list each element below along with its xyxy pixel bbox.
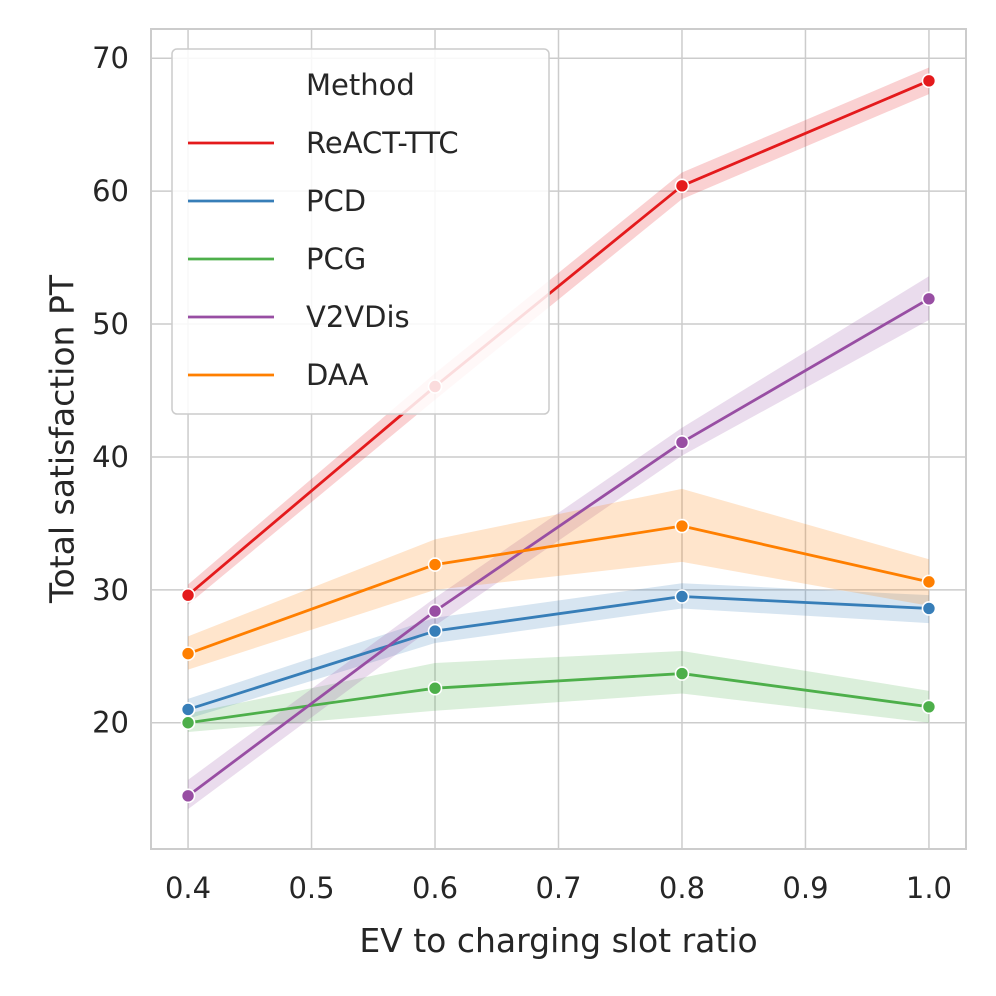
x-tick-label: 0.9 bbox=[782, 871, 828, 905]
legend-item: PCD bbox=[188, 184, 366, 218]
legend-item: V2VDis bbox=[188, 300, 410, 334]
confidence-band-1 bbox=[188, 583, 929, 719]
data-point bbox=[674, 178, 690, 194]
data-point bbox=[180, 587, 196, 603]
x-tick-label: 0.6 bbox=[412, 871, 458, 905]
y-tick-label: 60 bbox=[92, 174, 129, 208]
data-point bbox=[921, 291, 937, 307]
x-tick-labels: 0.4 0.5 0.6 0.7 0.8 0.9 1.0 bbox=[165, 871, 952, 905]
data-point bbox=[921, 574, 937, 590]
data-point bbox=[180, 702, 196, 717]
data-point bbox=[674, 589, 690, 604]
confidence-band-3 bbox=[188, 276, 929, 810]
y-tick-label: 20 bbox=[92, 706, 129, 740]
data-point bbox=[921, 73, 937, 89]
confidence-bands bbox=[188, 67, 929, 810]
y-tick-label: 50 bbox=[92, 307, 129, 341]
x-tick-label: 0.7 bbox=[535, 871, 581, 905]
series-line-0 bbox=[187, 79, 930, 597]
legend-label: PCD bbox=[306, 184, 366, 218]
plot-frame bbox=[150, 28, 967, 850]
series-line-2 bbox=[187, 672, 930, 725]
data-point bbox=[180, 715, 196, 731]
y-tick-label: 30 bbox=[92, 573, 129, 607]
series-line-4 bbox=[187, 524, 930, 655]
data-point bbox=[921, 699, 937, 715]
y-tick-label: 40 bbox=[92, 440, 129, 474]
data-point bbox=[674, 518, 690, 534]
legend-items: ReACT-TTC PCD PCG V2VDis DAA bbox=[188, 126, 459, 392]
series-line-1 bbox=[187, 595, 930, 711]
legend-label: ReACT-TTC bbox=[306, 126, 459, 160]
legend-box bbox=[171, 48, 550, 415]
confidence-band-0 bbox=[188, 67, 929, 605]
data-point bbox=[427, 680, 443, 696]
y-tick-labels: 20 30 40 50 60 70 bbox=[92, 41, 129, 740]
x-tick-label: 0.4 bbox=[165, 871, 211, 905]
x-axis-title: EV to charging slot ratio bbox=[359, 921, 757, 960]
data-point bbox=[180, 646, 196, 661]
x-tick-label: 0.8 bbox=[659, 871, 705, 905]
legend-label: V2VDis bbox=[306, 300, 410, 334]
legend-label: DAA bbox=[306, 358, 368, 392]
confidence-band-2 bbox=[188, 650, 929, 733]
x-tick-label: 0.5 bbox=[288, 871, 334, 905]
data-point bbox=[921, 601, 937, 616]
legend-item: DAA bbox=[188, 358, 368, 392]
y-tick-label: 70 bbox=[92, 41, 129, 75]
y-axis-title: Total satisfaction PT bbox=[43, 274, 82, 604]
legend-title: Method bbox=[306, 68, 415, 102]
legend-item: PCG bbox=[188, 242, 366, 276]
legend: Method ReACT-TTC PCD PCG V2VDis DAA bbox=[171, 48, 550, 415]
data-point bbox=[180, 788, 196, 804]
series-line-3 bbox=[187, 297, 930, 797]
data-point bbox=[674, 435, 690, 450]
data-point bbox=[674, 666, 690, 681]
data-point bbox=[427, 603, 443, 619]
confidence-band-4 bbox=[188, 488, 929, 670]
series-lines bbox=[187, 79, 930, 797]
data-point bbox=[427, 623, 443, 639]
x-tick-label: 1.0 bbox=[906, 871, 952, 905]
data-point bbox=[427, 557, 443, 572]
legend-item: ReACT-TTC bbox=[188, 126, 459, 160]
legend-label: PCG bbox=[306, 242, 366, 276]
